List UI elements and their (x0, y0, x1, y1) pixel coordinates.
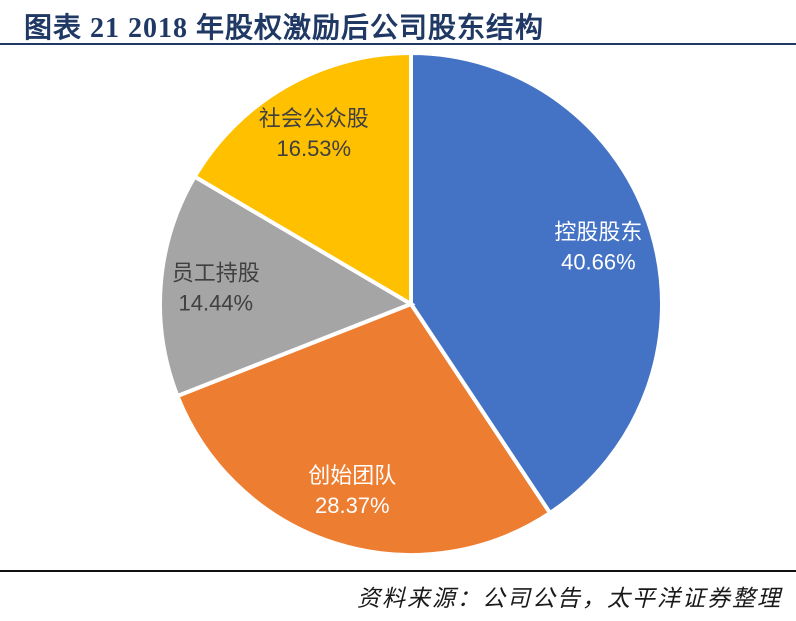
figure-footer: 资料来源：公司公告，太平洋证券整理 (0, 570, 796, 621)
pie-slice-4 (191, 50, 413, 308)
source-note: 资料来源：公司公告，太平洋证券整理 (357, 586, 782, 611)
slice-label-4: 社会公众股 16.53% (259, 106, 369, 161)
figure-title: 图表 21 2018 年股权激励后公司股东结构 (24, 13, 545, 44)
pie-chart-canvas: 控股股东 40.66% 创始团队 28.37% 员工持股 14.44% 社会公众股 16.53… (158, 50, 665, 557)
slice-label-3: 员工持股 14.44% (172, 261, 260, 316)
pie-slice-3 (158, 173, 416, 399)
pie-chart: 控股股东 40.66% 创始团队 28.37% 员工持股 14.44% 社会公众股 16.53… (0, 45, 796, 570)
slice-label-2: 创始团队 28.37% (308, 463, 396, 518)
figure-header: 图表 21 2018 年股权激励后公司股东结构 (0, 0, 796, 45)
pie-slice-2 (174, 301, 553, 557)
slice-label-1: 控股股东 40.66% (554, 219, 642, 274)
